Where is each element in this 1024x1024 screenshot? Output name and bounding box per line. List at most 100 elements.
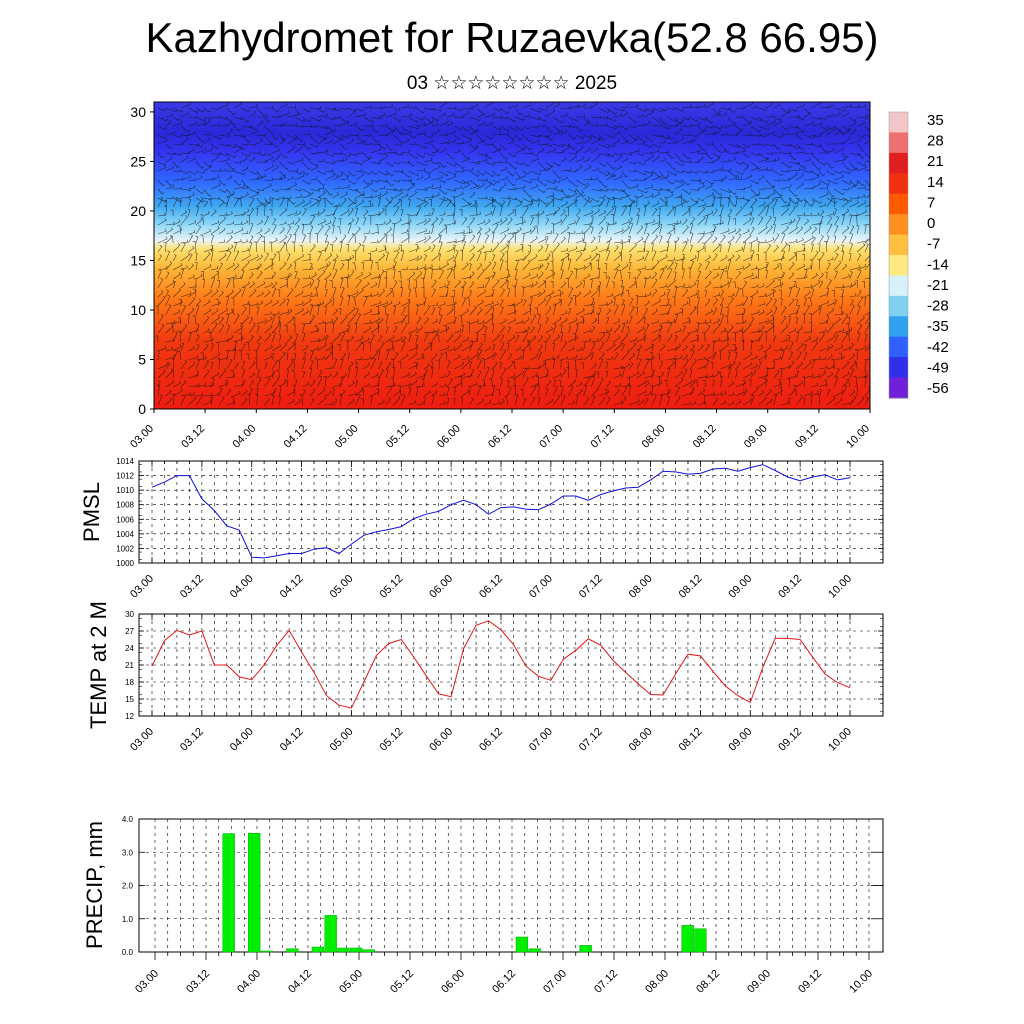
precip-bar [248, 833, 261, 953]
precip-xtick-label: 05.12 [388, 968, 416, 996]
xsect-xtick-label: 03.00 [128, 423, 156, 451]
wind-barbs [155, 102, 870, 406]
temp-2m-ytick-label: 27 [125, 627, 134, 636]
precip-xtick-label: 08.00 [643, 968, 671, 996]
temp-2m-xtick-label: 07.12 [577, 726, 605, 754]
pmsl-ytick-label: 1014 [116, 457, 134, 466]
xsect-ytick-label: 30 [130, 104, 146, 120]
pmsl-panel: 1000 1002 1004 1006 1008 1010 1012 1014 03.00 03.… [79, 457, 884, 601]
colorbar-label: -56 [927, 380, 949, 397]
temp-2m-xtick-label: 03.00 [128, 726, 156, 754]
precip-ytick-label: 4.0 [122, 815, 134, 824]
cross-section-panel: 0 5 10 15 20 25 30 03.00 03.12 04.00 04.12 05.00 05.… [128, 101, 872, 451]
colorbar: 35 28 21 14 7 0 -7 -14 -21 -28 -35 -42 -49 -56 [888, 111, 949, 399]
temp-2m-xtick-label: 08.12 [677, 726, 705, 754]
colorbar-label: -49 [927, 359, 949, 376]
pmsl-ytick-label: 1004 [116, 530, 134, 539]
colorbar-label: -35 [927, 318, 949, 335]
xsect-ytick-label: 25 [130, 153, 146, 169]
xsect-xtick-label: 06.00 [435, 423, 463, 451]
precip-bar [350, 947, 363, 953]
colorbar-label: 21 [927, 153, 944, 170]
xsect-ytick-label: 20 [130, 203, 146, 219]
temp-2m-xtick-label: 09.00 [726, 726, 754, 754]
precip-bar [528, 948, 541, 953]
temp-2m-ytick-label: 18 [125, 678, 134, 687]
precip-xtick-label: 05.00 [337, 968, 365, 996]
xsect-xtick-label: 05.12 [384, 423, 412, 451]
precip-xtick-label: 09.12 [796, 968, 824, 996]
precip-xtick-label: 06.12 [490, 968, 518, 996]
colorbar-swatch [889, 214, 908, 236]
xsect-xtick-label: 04.12 [282, 423, 310, 451]
xsect-xtick-label: 06.12 [486, 423, 514, 451]
pmsl-xtick-label: 07.00 [527, 573, 555, 601]
precip-xtick-label: 06.00 [439, 968, 467, 996]
pmsl-xtick-label: 08.12 [677, 573, 705, 601]
temp-panel: 12 15 18 21 24 27 30 03.00 03.12 04.00 04.12 05.00 0… [86, 601, 884, 754]
precip-bar [286, 948, 299, 953]
colorbar-swatch [889, 112, 908, 133]
xsect-xtick-label: 09.00 [742, 423, 770, 451]
precip-bar [579, 945, 592, 953]
precip-xtick-label: 09.00 [745, 968, 773, 996]
pmsl-xtick-label: 03.12 [178, 573, 206, 601]
colorbar-label: 28 [927, 133, 944, 150]
temp-2m-xtick-label: 05.00 [328, 726, 356, 754]
temp-2m-ytick-label: 24 [125, 644, 134, 653]
pmsl-xtick-label: 05.12 [377, 573, 405, 601]
xsect-xtick-label: 03.12 [179, 423, 207, 451]
precip-bar [362, 949, 376, 953]
pmsl-xtick-label: 09.00 [726, 573, 754, 601]
xsect-xtick-label: 09.12 [793, 423, 821, 451]
precip-bar [337, 947, 350, 953]
temp-2m-xtick-label: 03.12 [178, 726, 206, 754]
pmsl-ytick-label: 1012 [116, 472, 134, 481]
pmsl-xtick-label: 05.00 [328, 573, 356, 601]
pmsl-ytick-label: 1000 [116, 559, 134, 568]
xsect-xtick-label: 07.00 [537, 423, 565, 451]
xsect-xtick-label: 10.00 [844, 423, 872, 451]
precip-bar [260, 950, 274, 953]
colorbar-swatch [889, 275, 908, 297]
pmsl-xtick-label: 10.00 [826, 573, 854, 601]
pmsl-ytick-label: 1002 [116, 544, 134, 553]
colorbar-label: 7 [927, 194, 935, 211]
colorbar-swatch [889, 234, 908, 256]
colorbar-swatch [889, 316, 908, 338]
precip-ytick-label: 3.0 [122, 848, 134, 857]
colorbar-swatch [889, 152, 908, 174]
temp-2m-ytick-label: 12 [125, 712, 134, 721]
colorbar-frame [888, 111, 909, 399]
xsect-xtick-label: 07.12 [588, 423, 616, 451]
colorbar-swatch [889, 193, 908, 215]
precip-xtick-label: 04.00 [235, 968, 263, 996]
precip-bar [694, 928, 707, 953]
precip-xtick-label: 03.00 [133, 968, 161, 996]
pmsl-xtick-label: 08.00 [627, 573, 655, 601]
temp-2m-xtick-label: 04.00 [228, 726, 256, 754]
colorbar-label: -7 [927, 236, 940, 253]
colorbar-label: 14 [927, 174, 944, 191]
wind-barb-paths [155, 102, 870, 406]
precip-ytick-label: 0.0 [122, 948, 134, 957]
pmsl-line [151, 464, 851, 559]
precip-xtick-label: 07.12 [592, 968, 620, 996]
colorbar-swatch [889, 295, 908, 317]
pmsl-xtick-label: 09.12 [776, 573, 804, 601]
temp-2m-xtick-label: 07.00 [527, 726, 555, 754]
colorbar-swatch [889, 336, 908, 358]
temp-2m-xtick-label: 05.12 [377, 726, 405, 754]
xsect-xtick-label: 08.12 [691, 423, 719, 451]
colorbar-label: 35 [927, 112, 944, 129]
temp-2m-xtick-label: 06.12 [477, 726, 505, 754]
precip-bar [222, 833, 235, 953]
pmsl-ytick-label: 1008 [116, 501, 134, 510]
pmsl-xtick-label: 07.12 [577, 573, 605, 601]
temp-2m-ytick-label: 30 [125, 610, 134, 619]
colorbar-swatch [889, 255, 908, 276]
cross-section-field [154, 102, 870, 409]
xsect-xtick-label: 04.00 [230, 423, 258, 451]
xsect-ytick-label: 15 [130, 252, 146, 268]
precip-ylabel: PRECIP, mm [82, 821, 107, 949]
